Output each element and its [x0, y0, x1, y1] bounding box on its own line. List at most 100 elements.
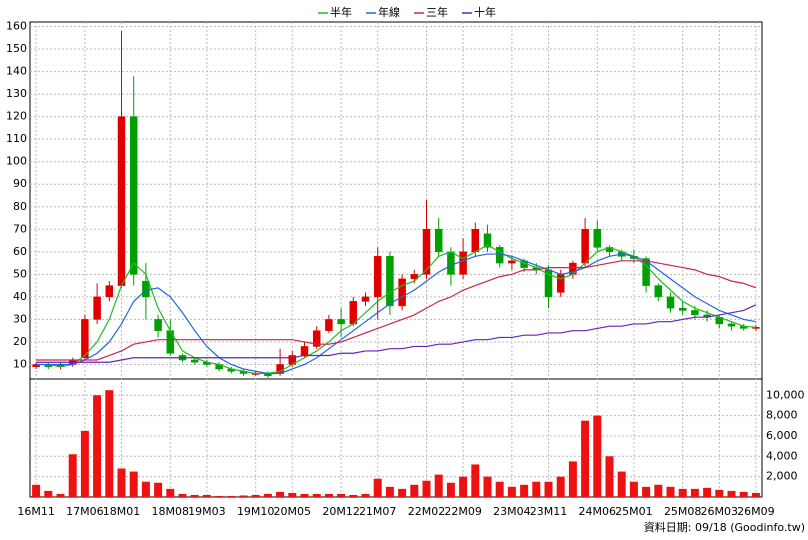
candle-body — [691, 310, 699, 316]
candle-body — [483, 233, 492, 248]
candle-body — [105, 285, 114, 298]
candle-body — [593, 229, 602, 248]
y-tick-label: 120 — [6, 110, 27, 123]
x-tick-label: 20M12 — [322, 505, 360, 518]
volume-bar — [166, 488, 175, 497]
volume-bar — [56, 493, 65, 497]
volume-bar — [581, 420, 590, 497]
candle-body — [556, 274, 565, 293]
candle-body — [312, 330, 321, 347]
y-tick-label: 20 — [13, 335, 27, 348]
candle-body — [81, 319, 89, 358]
candle-body — [190, 359, 199, 363]
candle-body — [471, 229, 480, 253]
volume-bar — [337, 493, 346, 497]
candle-body — [325, 319, 333, 331]
volume-bar — [141, 481, 150, 497]
volume-bar — [678, 488, 687, 497]
candle-body — [142, 280, 150, 298]
x-tick-label: 26M03 — [701, 505, 739, 518]
y-tick-label: 140 — [6, 65, 27, 78]
volume-bar — [593, 415, 602, 497]
volume-bar — [690, 488, 699, 497]
volume-bar — [629, 481, 638, 497]
y-tick-label: 80 — [13, 200, 27, 213]
x-tick-label: 21M07 — [359, 505, 397, 518]
volume-bar — [495, 481, 504, 497]
y-tick-label: 90 — [13, 177, 27, 190]
footer: 資料日期: 09/18 (Goodinfo.tw) — [644, 520, 805, 534]
volume-bar — [105, 390, 114, 497]
x-tick-label: 19M03 — [188, 505, 226, 518]
candle-body — [300, 346, 309, 356]
y-tick-label: 100 — [6, 155, 27, 168]
candle-body — [727, 323, 736, 327]
legend-label: 年線 — [378, 5, 400, 19]
x-tick-label: 18M01 — [103, 505, 141, 518]
volume-bar — [117, 468, 126, 497]
x-tick-label: 19M10 — [237, 505, 275, 518]
plot-frame — [29, 21, 763, 498]
volume-bar — [80, 430, 89, 497]
volume-bar — [239, 495, 248, 497]
volume-bar — [446, 482, 455, 497]
volume-bar — [471, 464, 480, 497]
volume-bar — [434, 474, 443, 497]
volume-tick-label: 2,000 — [766, 470, 798, 483]
volume-bar — [520, 484, 529, 497]
y-tick-label: 50 — [13, 267, 27, 280]
volume-bar — [483, 476, 492, 497]
x-tick-label: 20M05 — [274, 505, 312, 518]
volume-bar — [703, 487, 712, 497]
volume-bar — [751, 492, 760, 497]
volume-tick-label: 6,000 — [766, 429, 798, 442]
candle-body — [666, 296, 675, 309]
x-tick-label: 23M11 — [530, 505, 568, 518]
candle-body — [349, 301, 358, 325]
y-tick-label: 40 — [13, 290, 27, 303]
volume-bar — [202, 494, 211, 497]
candle-body — [337, 319, 345, 325]
legend-label: 三年 — [426, 5, 448, 19]
volume-bar — [44, 490, 53, 497]
x-tick-label: 25M08 — [664, 505, 702, 518]
x-tick-label: 25M01 — [615, 505, 653, 518]
candle-body — [129, 116, 138, 275]
moving-average — [36, 244, 756, 375]
volume-bar — [507, 486, 516, 497]
volume-tick-label: 8,000 — [766, 409, 798, 422]
x-tick-label: 16M11 — [17, 505, 55, 518]
volume-bar — [373, 478, 382, 497]
candle-body — [459, 251, 467, 275]
x-tick-label: 22M02 — [408, 505, 446, 518]
volume-bar — [32, 484, 41, 497]
volume-bar — [568, 461, 577, 497]
volume-bar — [605, 456, 614, 497]
volume-bar — [227, 495, 236, 497]
volume-bar — [93, 395, 102, 497]
volume-tick-label: 10,000 — [766, 388, 805, 401]
volume-bar — [263, 493, 272, 497]
y-tick-label: 30 — [13, 312, 27, 325]
volume-bar — [361, 493, 370, 497]
volume-bar — [654, 484, 663, 497]
volume-bar — [410, 484, 419, 497]
x-tick-label: 23M04 — [493, 505, 531, 518]
candle-body — [422, 229, 431, 275]
candle-body — [361, 296, 370, 302]
volume-bar — [422, 480, 431, 497]
candle-body — [581, 229, 589, 264]
volume-bar — [276, 491, 285, 497]
volume-bar — [715, 489, 724, 497]
candle-body — [678, 307, 687, 311]
candle-body — [642, 258, 650, 286]
x-tick-label: 22M09 — [444, 505, 482, 518]
x-tick-label: 17M06 — [66, 505, 104, 518]
moving-average — [36, 260, 757, 361]
candle-body — [93, 296, 101, 320]
volume-bar — [739, 491, 748, 497]
volume-bar — [398, 488, 407, 497]
volume-bar — [129, 471, 138, 497]
legend-label: 半年 — [330, 5, 352, 19]
candle-body — [654, 285, 663, 298]
